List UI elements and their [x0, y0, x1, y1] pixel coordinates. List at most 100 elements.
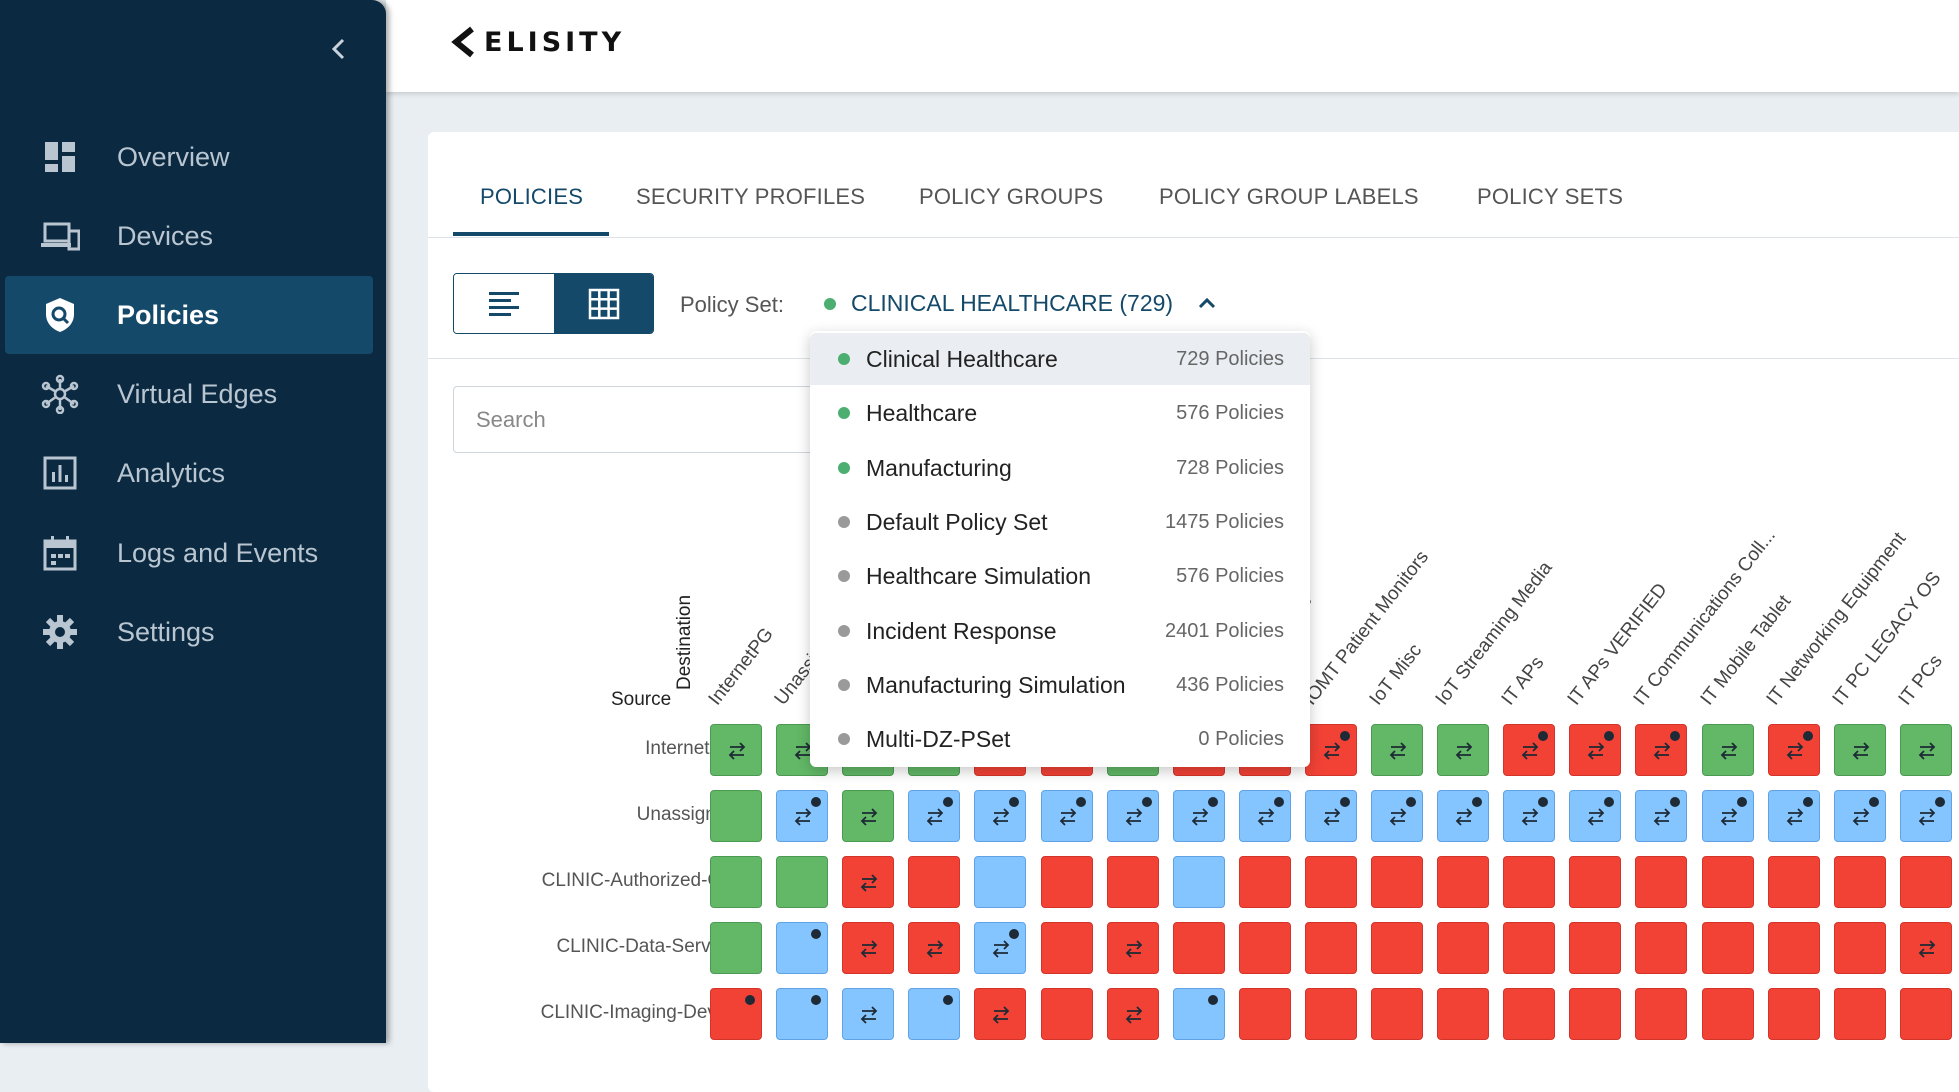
policy-cell[interactable] [1238, 856, 1291, 908]
policy-cell[interactable] [1503, 922, 1556, 974]
sidebar-item-settings[interactable]: Settings [5, 593, 373, 671]
policy-cell[interactable] [1899, 724, 1952, 776]
grid-view-button[interactable] [554, 274, 653, 333]
policy-cell[interactable] [710, 790, 762, 842]
policy-cell[interactable] [1371, 724, 1423, 776]
collapse-sidebar-button[interactable] [324, 34, 354, 64]
policy-cell[interactable] [1833, 724, 1886, 776]
policy-cell[interactable] [1437, 922, 1490, 974]
policy-cell[interactable] [974, 988, 1027, 1040]
sidebar-item-analytics[interactable]: Analytics [5, 434, 373, 512]
policy-cell[interactable] [1304, 988, 1357, 1040]
policy-cell[interactable] [1371, 922, 1423, 974]
policy-cell[interactable] [1899, 988, 1952, 1040]
policy-set-option[interactable]: Clinical Healthcare 729 Policies [810, 333, 1310, 385]
policy-set-option[interactable]: Manufacturing Simulation 436 Policies [810, 659, 1310, 711]
sidebar-item-virtual-edges[interactable]: Virtual Edges [5, 355, 373, 433]
policy-cell[interactable] [1238, 790, 1291, 842]
policy-cell[interactable] [974, 922, 1027, 974]
policy-cell[interactable] [1569, 988, 1622, 1040]
policy-cell[interactable] [1106, 790, 1159, 842]
policy-cell[interactable] [1371, 790, 1423, 842]
policy-cell[interactable] [1106, 856, 1159, 908]
policy-cell[interactable] [908, 988, 961, 1040]
policy-cell[interactable] [908, 790, 961, 842]
tab-security-profiles[interactable]: SECURITY PROFILES [636, 184, 866, 209]
policy-cell[interactable] [1238, 988, 1291, 1040]
policy-cell[interactable] [1503, 724, 1556, 776]
policy-cell[interactable] [1437, 988, 1490, 1040]
policy-cell[interactable] [1304, 724, 1357, 776]
policy-cell[interactable] [710, 922, 762, 974]
policy-cell[interactable] [908, 922, 961, 974]
policy-set-selector[interactable]: CLINICAL HEALTHCARE (729) [851, 290, 1174, 316]
policy-cell[interactable] [1040, 988, 1093, 1040]
policy-cell[interactable] [1172, 856, 1225, 908]
policy-cell[interactable] [1899, 856, 1952, 908]
tab-policy-group-labels[interactable]: POLICY GROUP LABELS [1159, 184, 1419, 209]
chevron-up-icon[interactable] [1196, 292, 1218, 319]
policy-cell[interactable] [1767, 988, 1820, 1040]
policy-cell[interactable] [1503, 988, 1556, 1040]
policy-cell[interactable] [1833, 856, 1886, 908]
policy-cell[interactable] [1371, 856, 1423, 908]
policy-cell[interactable] [842, 922, 895, 974]
policy-cell[interactable] [842, 988, 895, 1040]
policy-cell[interactable] [1172, 922, 1225, 974]
policy-cell[interactable] [1304, 856, 1357, 908]
tab-policy-groups[interactable]: POLICY GROUPS [919, 184, 1104, 209]
policy-set-option[interactable]: Default Policy Set 1475 Policies [810, 496, 1310, 548]
policy-cell[interactable] [1040, 790, 1093, 842]
policy-cell[interactable] [908, 856, 961, 908]
policy-cell[interactable] [776, 922, 829, 974]
policy-cell[interactable] [710, 988, 762, 1040]
policy-cell[interactable] [1701, 988, 1754, 1040]
policy-cell[interactable] [1503, 856, 1556, 908]
policy-cell[interactable] [1569, 724, 1622, 776]
policy-set-option[interactable]: Healthcare 576 Policies [810, 387, 1310, 439]
policy-cell[interactable] [1635, 856, 1688, 908]
list-view-button[interactable] [454, 274, 553, 333]
policy-cell[interactable] [1040, 856, 1093, 908]
policy-cell[interactable] [1899, 790, 1952, 842]
policy-cell[interactable] [1172, 790, 1225, 842]
policy-cell[interactable] [710, 724, 762, 776]
policy-cell[interactable] [1304, 922, 1357, 974]
policy-cell[interactable] [842, 790, 895, 842]
policy-cell[interactable] [776, 856, 829, 908]
policy-cell[interactable] [1304, 790, 1357, 842]
policy-cell[interactable] [974, 856, 1027, 908]
policy-cell[interactable] [1172, 988, 1225, 1040]
policy-cell[interactable] [1767, 790, 1820, 842]
policy-cell[interactable] [1437, 856, 1490, 908]
policy-cell[interactable] [1701, 790, 1754, 842]
sidebar-item-overview[interactable]: Overview [5, 118, 373, 196]
policy-cell[interactable] [776, 988, 829, 1040]
policy-cell[interactable] [1635, 988, 1688, 1040]
policy-cell[interactable] [1040, 922, 1093, 974]
policy-cell[interactable] [1833, 988, 1886, 1040]
policy-cell[interactable] [1635, 790, 1688, 842]
policy-cell[interactable] [842, 856, 895, 908]
policy-cell[interactable] [1635, 922, 1688, 974]
policy-cell[interactable] [974, 790, 1027, 842]
policy-set-option[interactable]: Manufacturing 728 Policies [810, 442, 1310, 494]
policy-set-option[interactable]: Healthcare Simulation 576 Policies [810, 550, 1310, 602]
tab-policies[interactable]: POLICIES [480, 184, 584, 209]
policy-cell[interactable] [1569, 856, 1622, 908]
sidebar-item-logs-and-events[interactable]: Logs and Events [5, 514, 373, 592]
policy-cell[interactable] [1767, 922, 1820, 974]
policy-set-option[interactable]: Multi-DZ-PSet 0 Policies [810, 713, 1310, 765]
policy-cell[interactable] [1701, 922, 1754, 974]
policy-cell[interactable] [776, 790, 829, 842]
policy-cell[interactable] [1371, 988, 1423, 1040]
policy-cell[interactable] [1833, 922, 1886, 974]
sidebar-item-devices[interactable]: Devices [5, 197, 373, 275]
policy-cell[interactable] [1569, 790, 1622, 842]
policy-cell[interactable] [1899, 922, 1952, 974]
policy-cell[interactable] [1767, 856, 1820, 908]
policy-cell[interactable] [1833, 790, 1886, 842]
policy-cell[interactable] [710, 856, 762, 908]
policy-cell[interactable] [1437, 724, 1490, 776]
policy-cell[interactable] [1701, 724, 1754, 776]
